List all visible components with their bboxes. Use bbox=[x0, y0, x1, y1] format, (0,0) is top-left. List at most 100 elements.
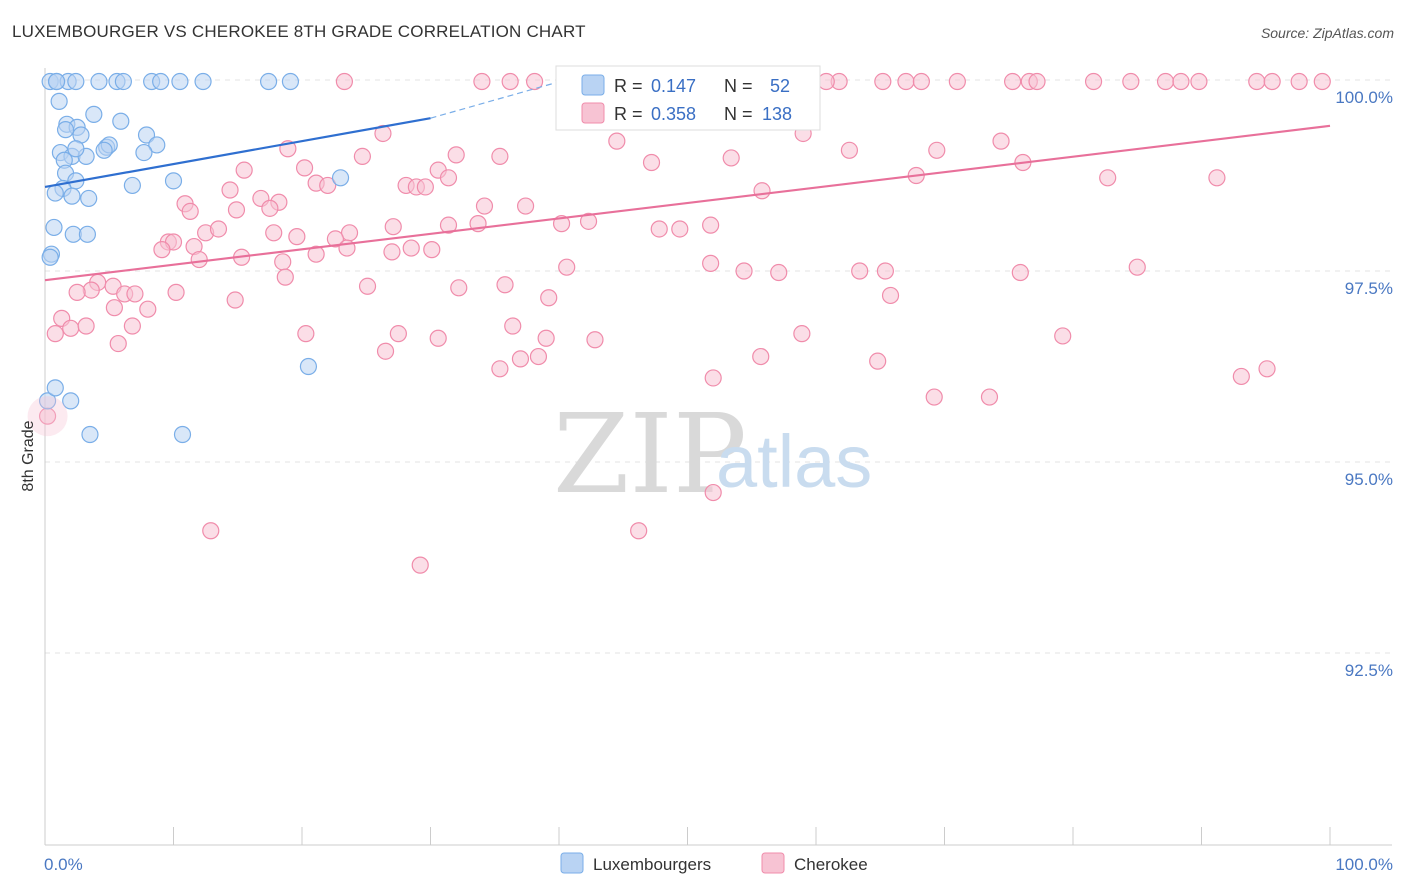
axes bbox=[44, 68, 1392, 846]
point-cherokee-112 bbox=[540, 289, 558, 307]
point-cherokee-15 bbox=[912, 72, 930, 91]
point-luxembourgers-46 bbox=[81, 425, 99, 444]
point-cherokee-135 bbox=[511, 350, 530, 368]
point-cherokee-108 bbox=[276, 268, 294, 286]
point-cherokee-23 bbox=[1190, 72, 1208, 91]
stats-box: R = 0.147 N = 52 R = 0.358 N = 138 bbox=[555, 65, 821, 131]
point-cherokee-42 bbox=[642, 153, 661, 172]
point-cherokee-118 bbox=[77, 317, 95, 335]
point-cherokee-113 bbox=[881, 286, 900, 305]
trend-lines bbox=[44, 79, 1331, 282]
trend-line-luxembourgers bbox=[44, 117, 431, 189]
point-cherokee-73 bbox=[702, 216, 720, 234]
point-luxembourgers-39 bbox=[78, 225, 97, 243]
point-cherokee-19 bbox=[1084, 72, 1103, 91]
stats-r-label-2: R = bbox=[614, 104, 643, 124]
point-luxembourgers-43 bbox=[38, 392, 57, 410]
legend-swatch-luxembourgers bbox=[560, 852, 584, 874]
point-cherokee-46 bbox=[235, 161, 253, 179]
point-cherokee-17 bbox=[1004, 72, 1022, 91]
stats-swatch-luxembourgers bbox=[581, 74, 605, 96]
trend-line-cherokee bbox=[44, 124, 1331, 282]
point-luxembourgers-22 bbox=[67, 140, 85, 158]
point-cherokee-30 bbox=[817, 72, 835, 91]
point-luxembourgers-50 bbox=[56, 121, 75, 139]
point-cherokee-20 bbox=[1028, 72, 1046, 91]
point-cherokee-91 bbox=[274, 253, 292, 271]
point-cherokee-44 bbox=[295, 159, 314, 177]
point-cherokee-75 bbox=[209, 220, 228, 238]
point-cherokee-64 bbox=[227, 201, 246, 219]
point-cherokee-78 bbox=[288, 228, 306, 246]
point-cherokee-98 bbox=[1011, 263, 1029, 282]
point-luxembourgers-47 bbox=[173, 425, 192, 444]
point-luxembourgers-8 bbox=[171, 72, 189, 91]
point-cherokee-134 bbox=[491, 360, 509, 378]
point-cherokee-29 bbox=[1172, 72, 1190, 91]
point-cherokee-105 bbox=[126, 285, 144, 303]
point-cherokee-40 bbox=[491, 147, 509, 165]
point-cherokee-1 bbox=[473, 72, 491, 91]
chart-source: Source: ZipAtlas.com bbox=[1260, 25, 1394, 41]
point-cherokee-133 bbox=[109, 334, 127, 353]
point-luxembourgers-14 bbox=[112, 112, 130, 130]
point-luxembourgers-26 bbox=[135, 143, 153, 162]
point-cherokee-104 bbox=[68, 283, 86, 301]
point-cherokee-138 bbox=[925, 388, 943, 406]
stats-r-label-1: R = bbox=[614, 76, 643, 96]
point-luxembourgers-48 bbox=[95, 141, 113, 159]
point-cherokee-94 bbox=[735, 262, 753, 280]
point-cherokee-14 bbox=[897, 72, 915, 91]
point-cherokee-66 bbox=[579, 212, 598, 230]
point-cherokee-109 bbox=[358, 277, 377, 295]
point-luxembourgers-37 bbox=[45, 218, 63, 237]
y-axis-title: 8th Grade bbox=[20, 420, 37, 491]
point-cherokee-145 bbox=[411, 556, 429, 574]
point-cherokee-55 bbox=[416, 178, 434, 196]
point-cherokee-140 bbox=[1258, 360, 1276, 378]
point-cherokee-124 bbox=[504, 317, 522, 335]
point-luxembourgers-49 bbox=[47, 72, 66, 91]
point-cherokee-79 bbox=[326, 230, 345, 248]
point-luxembourgers-3 bbox=[67, 72, 85, 91]
point-luxembourgers-6 bbox=[114, 72, 132, 91]
point-cherokee-16 bbox=[948, 72, 966, 91]
point-luxembourgers-30 bbox=[164, 172, 183, 190]
point-luxembourgers-25 bbox=[148, 136, 166, 154]
stats-r-value-1: 0.147 bbox=[651, 76, 696, 96]
point-cherokee-95 bbox=[770, 263, 788, 282]
point-cherokee-62 bbox=[475, 197, 494, 215]
point-cherokee-48 bbox=[439, 169, 458, 187]
point-cherokee-33 bbox=[608, 132, 626, 150]
point-luxembourgers-45 bbox=[62, 392, 80, 410]
point-cherokee-49 bbox=[1099, 169, 1117, 187]
point-cherokee-144 bbox=[202, 522, 220, 540]
point-cherokee-39 bbox=[353, 147, 371, 165]
point-cherokee-26 bbox=[1313, 72, 1331, 91]
point-cherokee-130 bbox=[869, 352, 887, 370]
point-luxembourgers-11 bbox=[281, 72, 300, 91]
point-luxembourgers-51 bbox=[152, 72, 170, 91]
point-cherokee-65 bbox=[261, 199, 279, 217]
point-cherokee-60 bbox=[181, 202, 199, 221]
legend: Luxembourgers Cherokee bbox=[560, 852, 868, 874]
point-cherokee-107 bbox=[226, 291, 244, 309]
legend-swatch-cherokee bbox=[761, 852, 785, 874]
legend-label-cherokee: Cherokee bbox=[794, 855, 868, 874]
point-cherokee-83 bbox=[153, 241, 171, 259]
point-cherokee-111 bbox=[496, 276, 514, 294]
point-cherokee-76 bbox=[265, 224, 283, 242]
point-cherokee-125 bbox=[537, 329, 555, 347]
point-cherokee-70 bbox=[384, 218, 402, 236]
point-luxembourgers-34 bbox=[63, 187, 81, 205]
point-cherokee-72 bbox=[671, 220, 689, 238]
point-cherokee-87 bbox=[423, 241, 441, 259]
stats-swatch-cherokee bbox=[581, 102, 605, 124]
point-cherokee-131 bbox=[1054, 327, 1072, 345]
stats-n-value-2: 138 bbox=[762, 104, 792, 124]
point-luxembourgers-18 bbox=[137, 126, 156, 144]
point-cherokee-110 bbox=[450, 279, 468, 297]
point-cherokee-142 bbox=[704, 483, 722, 502]
point-cherokee-63 bbox=[516, 197, 535, 215]
